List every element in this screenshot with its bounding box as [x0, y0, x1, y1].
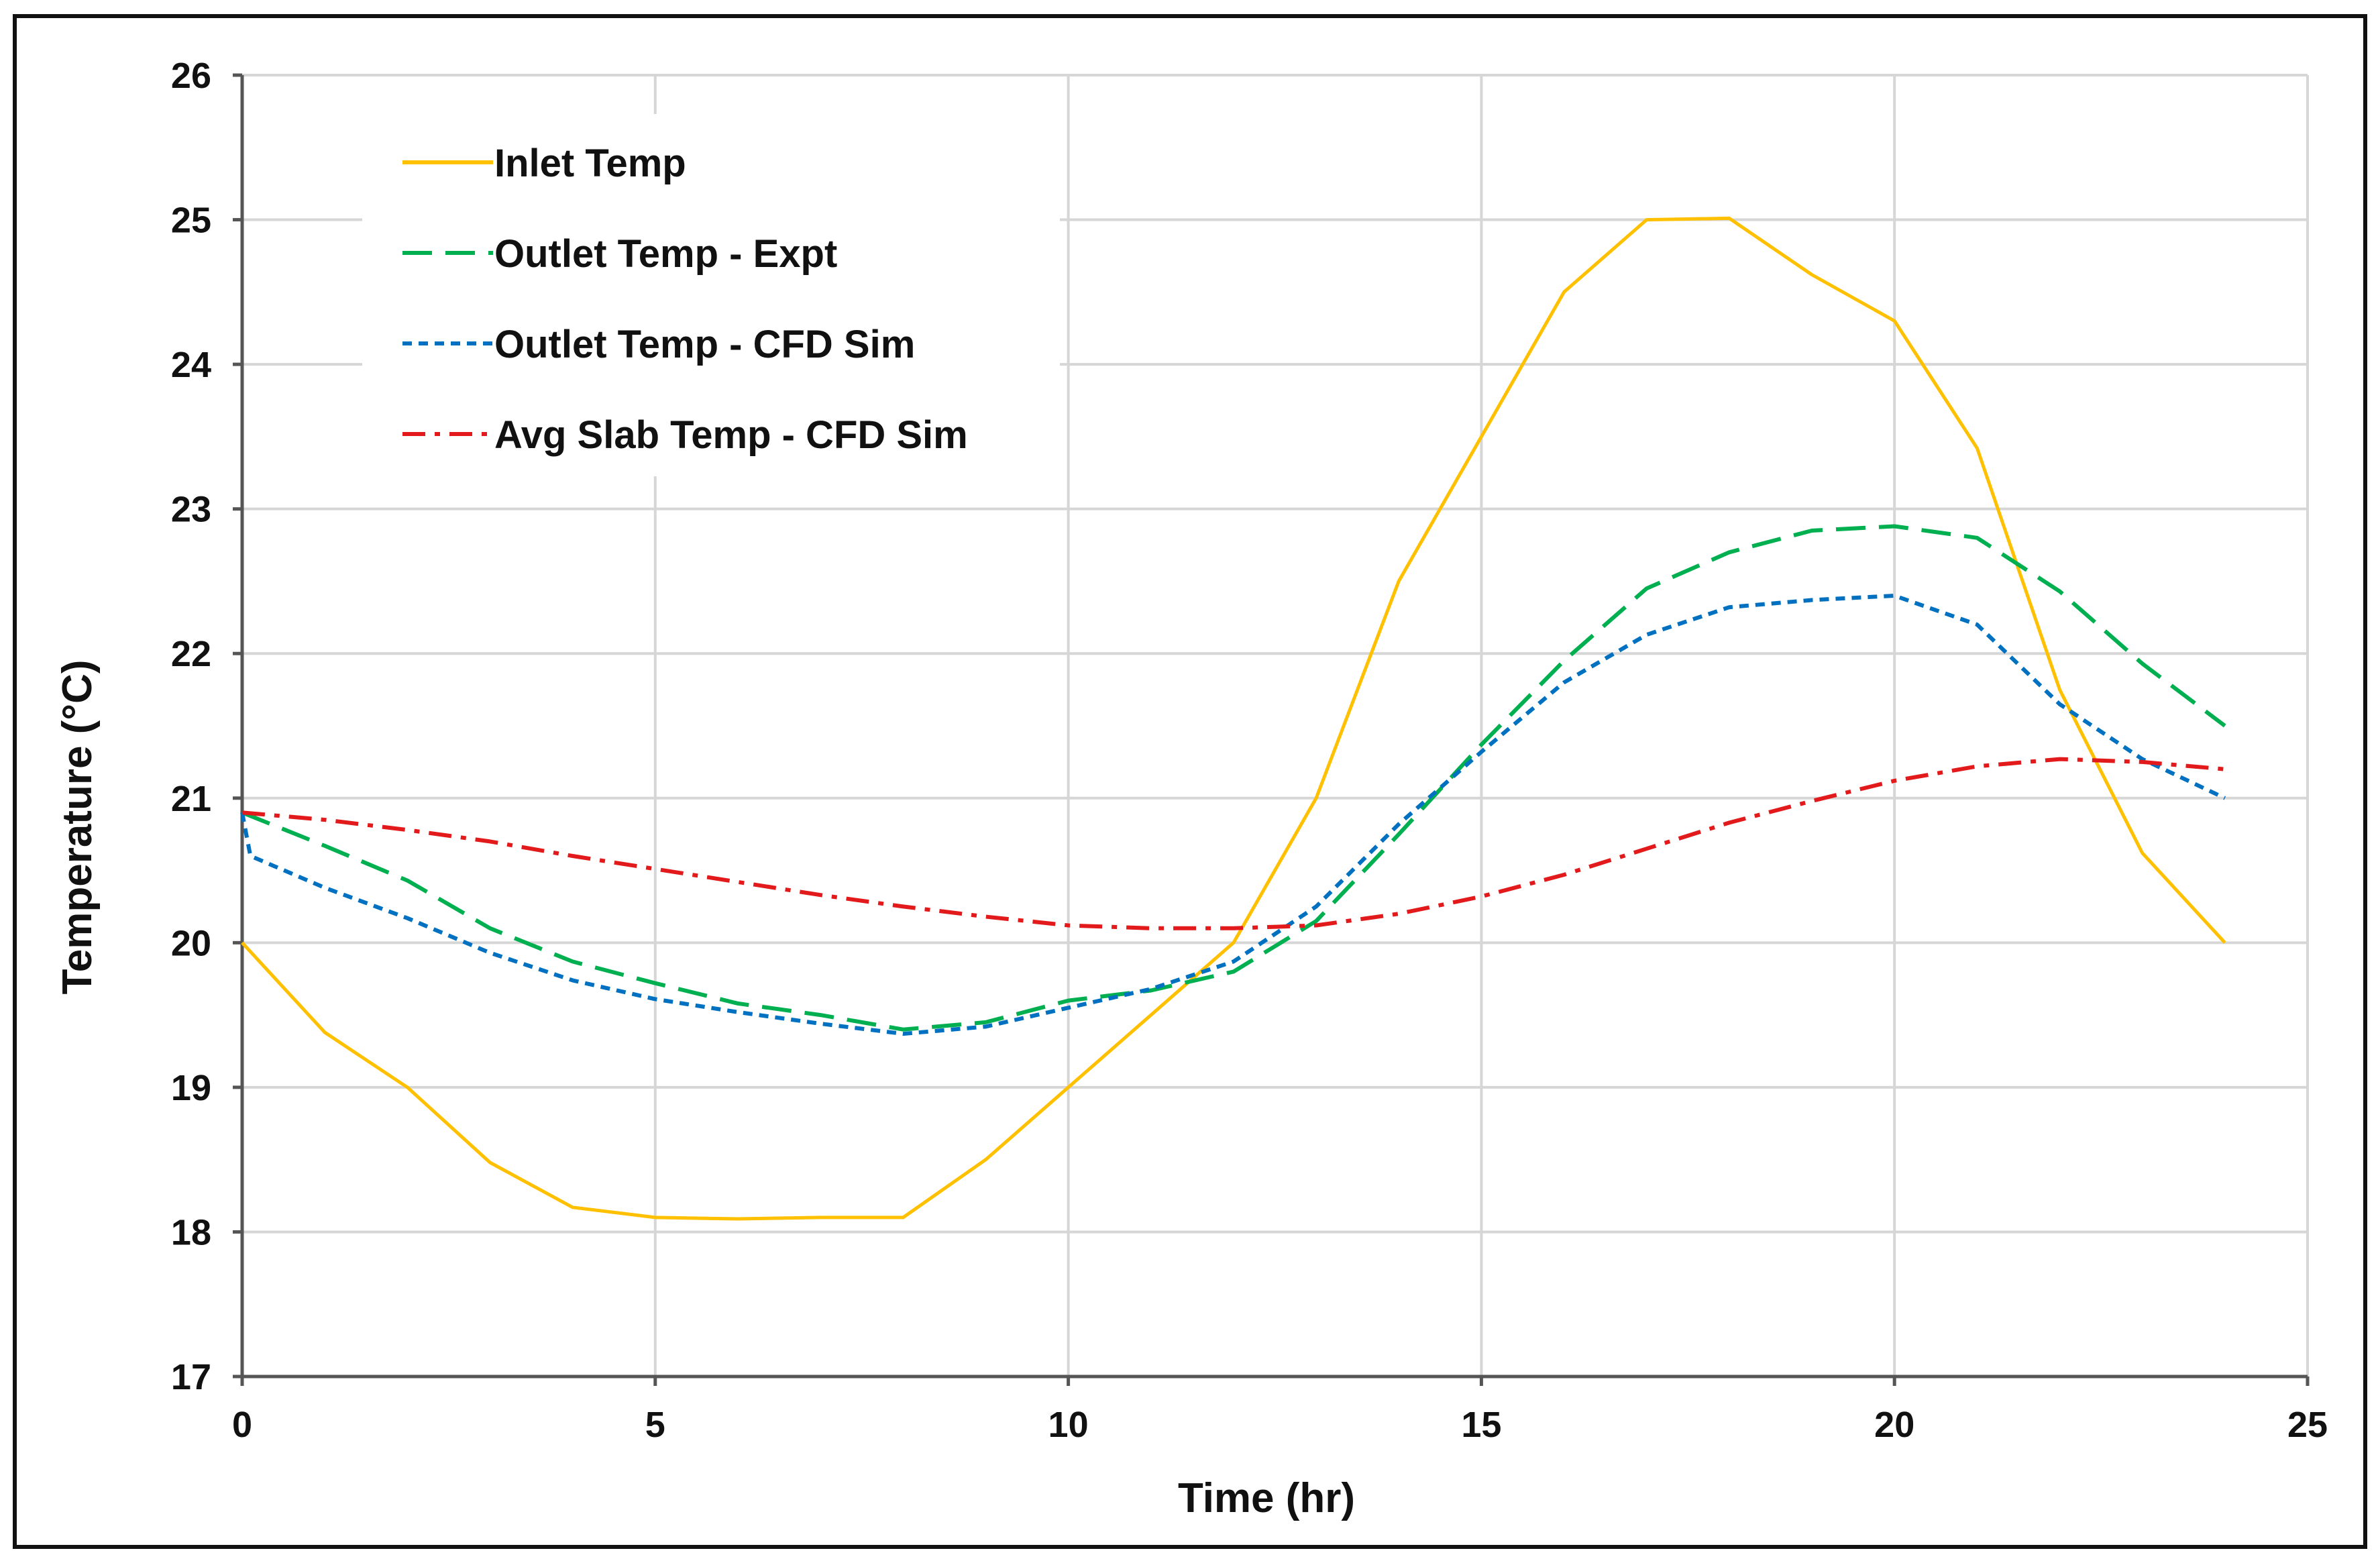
y-tick-label: 24: [171, 345, 211, 385]
tick-labels: 17 18 19 20 21 22 23 24 25 26 0 5 10 15 20 25: [171, 56, 2328, 1445]
x-tick-label: 0: [232, 1405, 252, 1445]
x-tick-label: 15: [1461, 1405, 1501, 1445]
y-tick-label: 18: [171, 1212, 211, 1252]
legend-label-4: Avg Slab Temp - CFD Sim: [494, 413, 968, 457]
legend-box: [362, 114, 1060, 476]
legend: Inlet Temp Outlet Temp - Expt Outlet Temp …: [362, 114, 1060, 476]
x-tick-label: 10: [1048, 1405, 1089, 1445]
y-tick-label: 23: [171, 490, 211, 530]
x-tick-label: 5: [645, 1405, 665, 1445]
y-axis-label: Temperature (°C): [54, 659, 101, 994]
series-line-2: [241, 524, 2226, 1032]
y-tick-label: 20: [171, 923, 211, 963]
y-tick-label: 17: [171, 1357, 211, 1397]
axes: [233, 73, 2310, 1386]
x-tick-label: 20: [1874, 1405, 1914, 1445]
legend-label-2: Outlet Temp - Expt: [494, 232, 837, 276]
legend-label-1: Inlet Temp: [494, 142, 686, 185]
y-tick-label: 21: [171, 779, 211, 819]
x-tick-label: 25: [2287, 1405, 2328, 1445]
y-tick-label: 19: [171, 1068, 211, 1108]
series-line-4: [241, 757, 2226, 930]
y-tick-label: 22: [171, 634, 211, 674]
series-line-3: [240, 594, 2226, 1036]
y-tick-label: 26: [171, 56, 211, 96]
legend-label-3: Outlet Temp - CFD Sim: [494, 323, 915, 366]
y-tick-label: 25: [171, 201, 211, 241]
series-lines: [240, 216, 2226, 1221]
series-line-1: [241, 216, 2226, 1221]
x-axis-label: Time (hr): [1178, 1475, 1355, 1521]
